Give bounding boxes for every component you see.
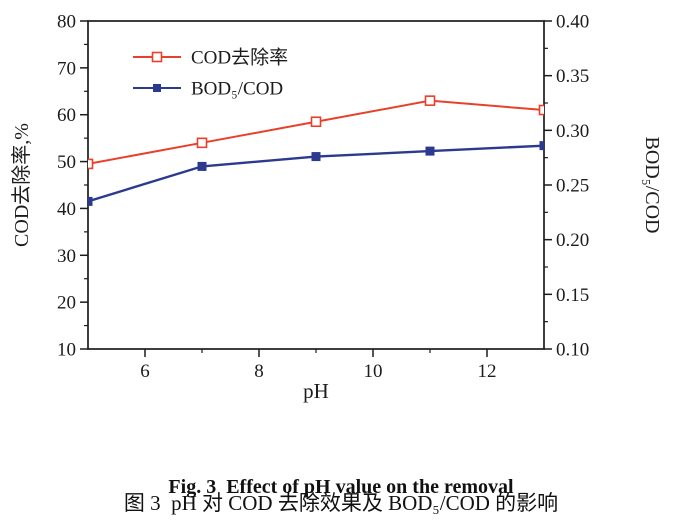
tick-label: 6	[140, 361, 150, 382]
data-marker	[310, 116, 322, 128]
data-marker	[425, 146, 435, 156]
data-marker	[196, 137, 208, 149]
tick-label: 0.20	[556, 230, 589, 251]
x-axis-label: pH	[303, 379, 329, 403]
tick-label: 70	[57, 58, 76, 79]
legend-marker	[151, 51, 163, 63]
tick-label: 20	[57, 293, 76, 314]
right-axis-label: BOD₅/COD	[641, 137, 663, 234]
tick-label: 0.15	[556, 285, 589, 306]
data-marker	[88, 196, 93, 206]
legend-marker	[153, 84, 161, 92]
data-marker	[538, 104, 544, 116]
data-marker	[88, 158, 94, 170]
tick-label: 10	[57, 340, 76, 361]
tick-label: 0.25	[556, 176, 589, 197]
legend-label-1: BOD₅/COD	[191, 79, 283, 100]
tick-label: 30	[57, 246, 76, 267]
tick-label: 0.10	[556, 340, 589, 361]
caption-chinese: 图 3 pH 对 COD 去除效果及 BOD₅/COD 的影响	[123, 491, 559, 515]
tick-label: 0.35	[556, 66, 589, 87]
tick-label: 0.40	[556, 12, 589, 33]
data-marker	[311, 152, 321, 162]
left-axis-label: COD去除率,%	[10, 123, 33, 247]
series-layer	[88, 95, 544, 206]
tick-label: 8	[254, 361, 264, 382]
tick-label: 0.30	[556, 121, 589, 142]
tick-label: 40	[57, 199, 76, 220]
legend-label-0: COD去除率	[191, 47, 288, 69]
tick-label: 60	[57, 105, 76, 126]
legend: COD去除率 BOD₅/COD	[133, 47, 288, 100]
tick-label: 12	[478, 361, 497, 382]
line-chart: 10 20 30 40 50 60 70 80 0.10 0.15 0.20 0.25 0.30 0.35…	[10, 12, 663, 404]
tick-label: 10	[364, 361, 383, 382]
data-marker	[539, 141, 544, 151]
tick-label: 80	[57, 12, 76, 33]
plot-frame	[87, 20, 545, 350]
data-marker	[424, 95, 436, 106]
data-marker	[197, 161, 207, 171]
caption-en-line1: Fig. 3 Effect of pH value on the removal	[168, 476, 514, 498]
caption-english: Fig. 3 Effect of pH value on the removal…	[0, 420, 682, 531]
tick-label: 50	[57, 152, 76, 173]
